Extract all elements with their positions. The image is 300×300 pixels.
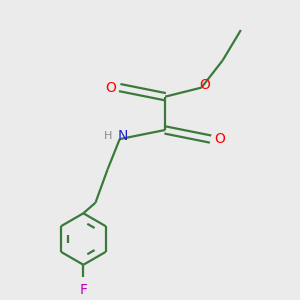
Text: O: O: [214, 132, 225, 146]
Text: O: O: [199, 78, 210, 92]
Text: H: H: [103, 131, 112, 141]
Text: N: N: [118, 129, 128, 143]
Text: O: O: [105, 81, 116, 94]
Text: F: F: [80, 283, 87, 297]
